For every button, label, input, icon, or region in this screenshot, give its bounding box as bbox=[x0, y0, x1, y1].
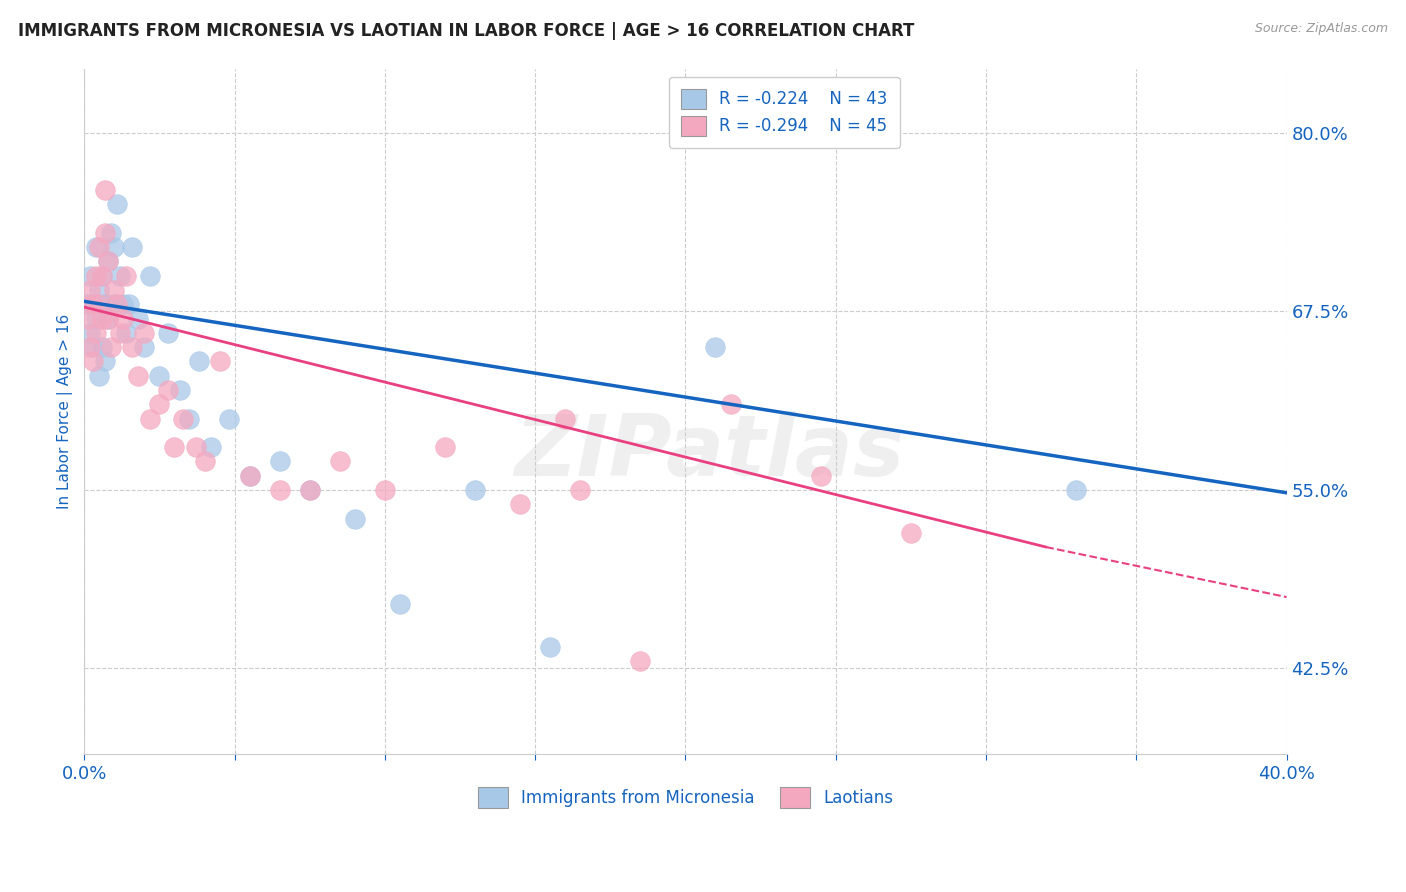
Point bbox=[298, 483, 321, 497]
Point bbox=[82, 297, 104, 311]
Point bbox=[509, 497, 531, 511]
Point bbox=[86, 240, 108, 254]
Point bbox=[97, 311, 120, 326]
Point bbox=[134, 340, 156, 354]
Point bbox=[82, 297, 104, 311]
Point bbox=[89, 283, 111, 297]
Text: Source: ZipAtlas.com: Source: ZipAtlas.com bbox=[1254, 22, 1388, 36]
Point bbox=[86, 311, 108, 326]
Point bbox=[148, 368, 170, 383]
Point bbox=[343, 511, 366, 525]
Point bbox=[269, 483, 291, 497]
Point bbox=[82, 354, 104, 368]
Point bbox=[91, 340, 114, 354]
Point bbox=[100, 340, 122, 354]
Point bbox=[169, 383, 191, 397]
Y-axis label: In Labor Force | Age > 16: In Labor Force | Age > 16 bbox=[58, 314, 73, 509]
Point bbox=[82, 340, 104, 354]
Point bbox=[91, 268, 114, 283]
Point bbox=[97, 311, 120, 326]
Point bbox=[900, 525, 922, 540]
Point bbox=[115, 268, 138, 283]
Point bbox=[103, 240, 125, 254]
Point bbox=[91, 311, 114, 326]
Point bbox=[91, 268, 114, 283]
Point bbox=[76, 297, 98, 311]
Point bbox=[103, 297, 125, 311]
Point bbox=[94, 183, 117, 197]
Point bbox=[148, 397, 170, 411]
Point bbox=[208, 354, 231, 368]
Point bbox=[79, 326, 101, 340]
Point bbox=[79, 340, 101, 354]
Point bbox=[538, 640, 561, 654]
Point bbox=[374, 483, 396, 497]
Point bbox=[139, 411, 162, 425]
Point bbox=[329, 454, 352, 468]
Point bbox=[554, 411, 576, 425]
Point bbox=[720, 397, 742, 411]
Point bbox=[118, 297, 141, 311]
Point bbox=[110, 268, 132, 283]
Point bbox=[89, 240, 111, 254]
Point bbox=[105, 197, 128, 211]
Point bbox=[79, 283, 101, 297]
Point bbox=[184, 440, 207, 454]
Point bbox=[94, 226, 117, 240]
Legend: Immigrants from Micronesia, Laotians: Immigrants from Micronesia, Laotians bbox=[471, 780, 900, 814]
Point bbox=[86, 326, 108, 340]
Point bbox=[704, 340, 727, 354]
Point bbox=[89, 297, 111, 311]
Point bbox=[103, 283, 125, 297]
Point bbox=[172, 411, 194, 425]
Point bbox=[127, 311, 149, 326]
Point bbox=[163, 440, 186, 454]
Text: ZIPatlas: ZIPatlas bbox=[515, 411, 904, 494]
Point bbox=[134, 326, 156, 340]
Point bbox=[89, 368, 111, 383]
Point bbox=[193, 454, 215, 468]
Point bbox=[97, 254, 120, 268]
Point bbox=[433, 440, 456, 454]
Text: IMMIGRANTS FROM MICRONESIA VS LAOTIAN IN LABOR FORCE | AGE > 16 CORRELATION CHAR: IMMIGRANTS FROM MICRONESIA VS LAOTIAN IN… bbox=[18, 22, 915, 40]
Point bbox=[298, 483, 321, 497]
Point bbox=[269, 454, 291, 468]
Point bbox=[239, 468, 262, 483]
Point bbox=[239, 468, 262, 483]
Point bbox=[218, 411, 240, 425]
Point bbox=[187, 354, 209, 368]
Point bbox=[139, 268, 162, 283]
Point bbox=[179, 411, 201, 425]
Point bbox=[388, 597, 411, 611]
Point bbox=[1064, 483, 1087, 497]
Point bbox=[569, 483, 592, 497]
Point bbox=[200, 440, 222, 454]
Point bbox=[157, 326, 180, 340]
Point bbox=[112, 311, 135, 326]
Point bbox=[115, 326, 138, 340]
Point bbox=[121, 340, 143, 354]
Point bbox=[97, 254, 120, 268]
Point bbox=[94, 297, 117, 311]
Point bbox=[94, 354, 117, 368]
Point bbox=[105, 297, 128, 311]
Point bbox=[628, 654, 651, 668]
Point bbox=[100, 226, 122, 240]
Point bbox=[112, 297, 135, 311]
Point bbox=[76, 311, 98, 326]
Point bbox=[810, 468, 832, 483]
Point bbox=[127, 368, 149, 383]
Point bbox=[464, 483, 486, 497]
Point bbox=[110, 326, 132, 340]
Point bbox=[121, 240, 143, 254]
Point bbox=[86, 268, 108, 283]
Point bbox=[157, 383, 180, 397]
Point bbox=[79, 268, 101, 283]
